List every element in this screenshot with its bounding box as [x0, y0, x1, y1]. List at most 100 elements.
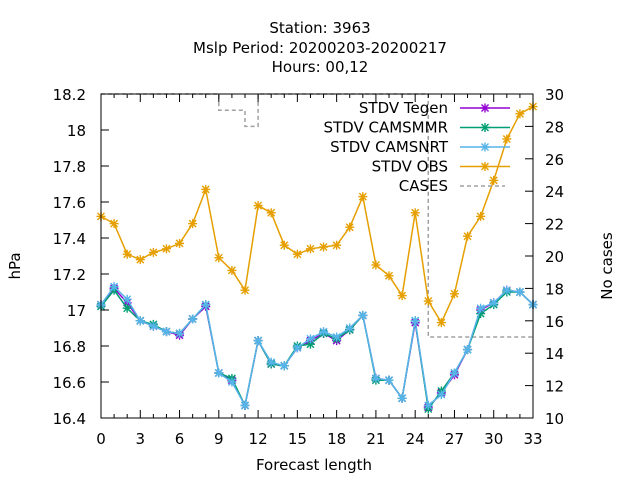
data-point-stdv-camsnrt — [240, 400, 250, 410]
legend-label-stdv-obs: STDV OBS — [372, 158, 448, 176]
y2-tick-label: 30 — [545, 86, 564, 104]
data-point-stdv-obs — [188, 219, 198, 229]
data-point-stdv-obs — [161, 244, 171, 254]
data-point-stdv-camsnrt — [345, 323, 355, 333]
x-tick-label: 9 — [214, 430, 224, 448]
series-line-cases — [101, 93, 533, 338]
data-point-stdv-camsnrt — [489, 298, 499, 308]
data-point-stdv-obs — [292, 249, 302, 259]
y2-tick-label: 20 — [545, 248, 564, 266]
legend-label-stdv-tegen: STDV Tegen — [359, 99, 448, 117]
data-point-stdv-obs — [109, 219, 119, 229]
data-point-stdv-obs — [476, 211, 486, 221]
y2-axis-label: No cases — [598, 232, 616, 300]
data-point-stdv-obs — [332, 240, 342, 250]
data-point-stdv-obs — [122, 249, 132, 259]
data-point-stdv-obs — [423, 296, 433, 306]
data-point-stdv-obs — [515, 109, 525, 119]
data-point-stdv-camsnrt — [253, 336, 263, 346]
legend-marker-stdv-camsmmr — [480, 123, 490, 132]
y-tick-label: 16.8 — [53, 338, 86, 356]
data-point-stdv-obs — [345, 222, 355, 232]
data-point-stdv-camsnrt — [214, 368, 224, 378]
data-point-stdv-obs — [240, 285, 250, 295]
data-point-stdv-obs — [266, 208, 276, 218]
data-point-stdv-camsnrt — [463, 345, 473, 355]
data-point-stdv-camsnrt — [122, 294, 132, 304]
data-point-stdv-obs — [148, 247, 158, 257]
legend-label-stdv-camsmmr: STDV CAMSMMR — [323, 119, 448, 137]
y2-tick-label: 12 — [545, 378, 564, 396]
data-point-stdv-obs — [502, 134, 512, 144]
data-point-stdv-obs — [201, 184, 211, 194]
y-tick-label: 16.4 — [53, 410, 86, 428]
data-point-stdv-camsnrt — [305, 334, 315, 344]
data-point-stdv-camsnrt — [358, 310, 368, 320]
data-point-stdv-camsnrt — [319, 327, 329, 337]
data-point-stdv-camsnrt — [332, 332, 342, 342]
y2-tick-label: 28 — [545, 118, 564, 136]
legend-label-cases: CASES — [399, 177, 448, 195]
data-point-stdv-obs — [305, 244, 315, 254]
data-point-stdv-camsnrt — [371, 373, 381, 383]
data-point-stdv-obs — [449, 289, 459, 299]
data-point-stdv-camsnrt — [449, 368, 459, 378]
series-line-stdv-obs — [100, 105, 534, 325]
data-point-stdv-obs — [358, 192, 368, 202]
y-tick-label: 16.6 — [53, 374, 86, 392]
plot-frame — [100, 93, 534, 419]
data-point-stdv-camsnrt — [135, 316, 145, 326]
x-axis-label: Forecast length — [256, 456, 372, 474]
y2-tick-label: 18 — [545, 280, 564, 298]
legend-marker-stdv-tegen — [480, 103, 490, 113]
x-tick-label: 18 — [327, 430, 346, 448]
legend-marker-stdv-obs — [480, 162, 490, 171]
data-point-stdv-obs — [319, 242, 329, 252]
chart-title-line-1: Station: 3963 — [269, 19, 370, 37]
data-point-stdv-camsnrt — [436, 390, 446, 400]
y2-tick-label: 24 — [545, 183, 564, 201]
data-point-stdv-camsnrt — [515, 287, 525, 297]
data-point-stdv-obs — [384, 271, 394, 281]
data-point-stdv-obs — [175, 238, 185, 248]
y-tick-label: 17 — [67, 302, 86, 320]
data-point-stdv-camsnrt — [266, 357, 276, 367]
y-tick-label: 17.4 — [53, 230, 86, 248]
x-tick-label: 33 — [523, 430, 542, 448]
data-point-stdv-camsnrt — [384, 375, 394, 385]
data-point-stdv-obs — [214, 253, 224, 263]
data-point-stdv-obs — [371, 260, 381, 270]
x-tick-label: 15 — [288, 430, 307, 448]
data-point-stdv-obs — [397, 291, 407, 301]
data-point-stdv-camsnrt — [161, 327, 171, 337]
data-point-stdv-camsnrt — [188, 314, 198, 324]
data-point-stdv-camsnrt — [502, 285, 512, 295]
data-point-stdv-camsnrt — [279, 361, 289, 371]
data-point-stdv-camsnrt — [227, 377, 237, 387]
data-point-stdv-camsnrt — [410, 316, 420, 326]
data-point-stdv-camsnrt — [423, 400, 433, 410]
data-point-stdv-camsnrt — [109, 282, 119, 292]
y-tick-label: 18.2 — [53, 86, 86, 104]
data-point-stdv-obs — [489, 175, 499, 185]
data-point-stdv-obs — [436, 318, 446, 328]
data-point-stdv-obs — [135, 255, 145, 265]
y-axis-label: hPa — [6, 252, 24, 279]
chart-title-line-3: Hours: 00,12 — [272, 58, 369, 76]
y2-tick-label: 26 — [545, 151, 564, 169]
y-tick-label: 17.8 — [53, 158, 86, 176]
y-tick-label: 18 — [67, 122, 86, 140]
y2-tick-label: 16 — [545, 313, 564, 331]
series-line-stdv-camsnrt — [100, 285, 534, 408]
data-point-stdv-obs — [227, 265, 237, 275]
legend-marker-stdv-camsnrt — [480, 142, 490, 152]
data-point-stdv-camsnrt — [201, 300, 211, 310]
x-tick-label: 24 — [406, 430, 425, 448]
legend-label-stdv-camsnrt: STDV CAMSNRT — [330, 138, 449, 156]
data-point-stdv-obs — [253, 201, 263, 211]
x-tick-label: 27 — [445, 430, 464, 448]
data-point-stdv-obs — [279, 240, 289, 250]
x-tick-label: 21 — [366, 430, 385, 448]
y2-tick-label: 22 — [545, 216, 564, 234]
